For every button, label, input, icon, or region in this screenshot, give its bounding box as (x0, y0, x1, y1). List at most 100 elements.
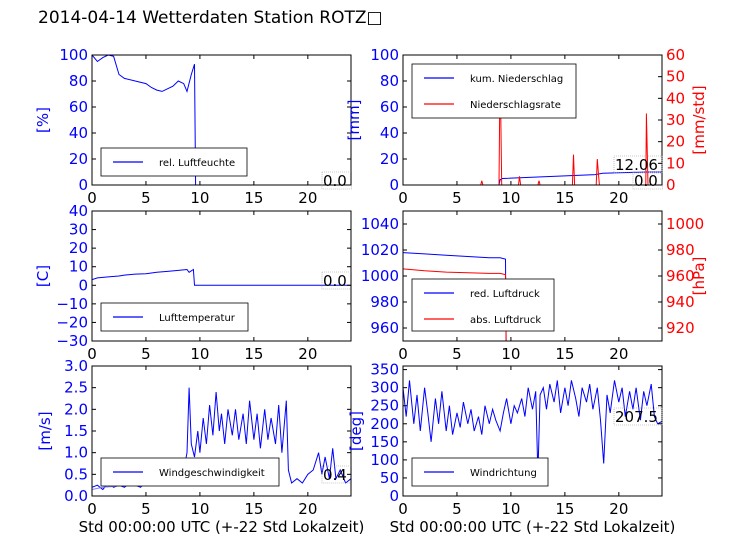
y-tick-label: 0.5 (64, 465, 88, 483)
y-tick-label: 60 (69, 98, 88, 116)
y-tick-label: 2.5 (64, 379, 88, 397)
y-tick-label: 80 (69, 72, 88, 90)
y-tick-label: 100 (370, 451, 399, 469)
value-annotation: 0.4 (323, 466, 347, 484)
x-tick-label: 15 (244, 345, 263, 363)
y-tick-label: 0 (78, 176, 88, 194)
series-line-winddirection-0 (403, 380, 662, 475)
y-tick-label: 60 (380, 98, 399, 116)
chart-precipitation: 0 5 10 15 20 0 20 40 60 80 100 0 10 20 30 40 50 60 [mm] [mm… (345, 46, 708, 207)
x-tick-label: 0 (398, 345, 408, 363)
x-tick-label: 20 (298, 345, 317, 363)
chart-pressure: 0 5 10 15 20 960 980 1000 1020 1040 920 940 960 980 10… (361, 210, 708, 363)
y-axis-label: [mm] (345, 100, 363, 141)
y2-tick-label: 60 (666, 46, 685, 64)
y-tick-label: 1040 (361, 215, 399, 233)
plot-frame (91, 54, 352, 186)
legend: kum. Niederschlag Niederschlagsrate (411, 63, 577, 119)
y-tick-label: 1.0 (64, 444, 88, 462)
y-axis-label: [m/s] (36, 411, 54, 450)
x-tick-label: 10 (501, 345, 520, 363)
annotation-box (321, 465, 352, 484)
legend-box (411, 278, 555, 332)
y-tick-label: 50 (380, 469, 399, 487)
y-tick-label: 1.5 (64, 422, 88, 440)
value-annotation: 207.5 (615, 408, 658, 426)
legend-label: Windgeschwindigkeit (159, 468, 265, 479)
x-tick-label: 10 (190, 189, 209, 207)
y-axis-label: [C] (34, 265, 52, 287)
value-annotation: 12.06 (615, 156, 658, 174)
legend-label: Niederschlagsrate (470, 100, 561, 111)
y-tick-label: 1000 (361, 267, 399, 285)
y2-tick-label: 20 (666, 133, 685, 151)
x-tick-label: 20 (298, 189, 317, 207)
x-tick-label: 10 (501, 500, 520, 518)
y-tick-label: 960 (370, 319, 399, 337)
y-tick-label: 0.0 (64, 487, 88, 505)
y-tick-label: 20 (380, 150, 399, 168)
y-tick-label: 3.0 (64, 357, 88, 375)
annotation-box (321, 171, 352, 190)
x-tick-label: 0 (87, 345, 97, 363)
y-tick-label: 100 (59, 46, 88, 64)
y-tick-label: 200 (370, 415, 399, 433)
x-axis-label: Std 00:00:00 UTC (+-22 Std Lokalzeit) (390, 518, 676, 536)
y-tick-label: 300 (370, 379, 399, 397)
y-tick-label: 0 (78, 276, 88, 294)
x-tick-label: 15 (555, 189, 574, 207)
x-tick-label: 20 (298, 500, 317, 518)
legend-box (411, 63, 577, 119)
legend: Windrichtung (411, 457, 549, 487)
series-line-precipitation-1 (403, 63, 662, 185)
y2-tick-label: 920 (666, 319, 695, 337)
y-tick-label: 0 (389, 487, 399, 505)
x-tick-label: 0 (87, 500, 97, 518)
legend-label: Windrichtung (470, 468, 537, 479)
y-tick-label: 30 (69, 221, 88, 239)
legend-label: red. Luftdruck (470, 289, 540, 300)
x-tick-label: 15 (244, 189, 263, 207)
y-tick-label: 40 (69, 202, 88, 220)
x-tick-label: 5 (141, 189, 151, 207)
y-tick-label: 0 (389, 176, 399, 194)
chart-windspeed: 0 5 10 15 20 0.0 0.5 1.0 1.5 2.0 2.5 3.0 [m/s] Std 00… (36, 357, 364, 536)
y-tick-label: −10 (56, 295, 88, 313)
y2-tick-label: 0 (666, 176, 676, 194)
x-tick-label: 0 (398, 189, 408, 207)
x-tick-label: 5 (141, 345, 151, 363)
y2-tick-label: 960 (666, 267, 695, 285)
series-line-pressure-1 (403, 268, 507, 341)
y-tick-label: −20 (56, 313, 88, 331)
legend: Windgeschwindigkeit (100, 457, 280, 487)
y-tick-label: 350 (370, 361, 399, 379)
y-tick-label: 40 (69, 124, 88, 142)
y-tick-label: 250 (370, 397, 399, 415)
y-tick-label: 40 (380, 124, 399, 142)
y-tick-label: 20 (69, 150, 88, 168)
y-tick-label: 80 (380, 72, 399, 90)
x-tick-label: 0 (398, 500, 408, 518)
x-tick-label: 10 (501, 189, 520, 207)
x-tick-label: 5 (452, 345, 462, 363)
value-annotation: 0.0 (323, 172, 347, 190)
chart-temperature: 0 5 10 15 20−30−20−10010203040[C]Lufttempera… (34, 202, 352, 363)
legend: rel. Luftfeuchte (100, 147, 248, 177)
y-tick-label: 150 (370, 433, 399, 451)
y-tick-label: 10 (69, 258, 88, 276)
y-axis-label: [deg] (347, 411, 365, 451)
annotation-box (632, 171, 663, 190)
value-annotation: 0.0 (323, 272, 347, 290)
x-tick-label: 20 (609, 189, 628, 207)
y-tick-label: 2.0 (64, 400, 88, 418)
series-line-temperature-0 (92, 268, 351, 286)
x-tick-label: 5 (452, 500, 462, 518)
x-tick-label: 15 (244, 500, 263, 518)
x-tick-label: 20 (609, 345, 628, 363)
x-axis-label: Std 00:00:00 UTC (+-22 Std Lokalzeit) (79, 518, 365, 536)
y2-tick-label: 40 (666, 89, 685, 107)
legend: red. Luftdruck abs. Luftdruck (411, 278, 555, 332)
y2-tick-label: 940 (666, 293, 695, 311)
x-tick-label: 20 (609, 500, 628, 518)
